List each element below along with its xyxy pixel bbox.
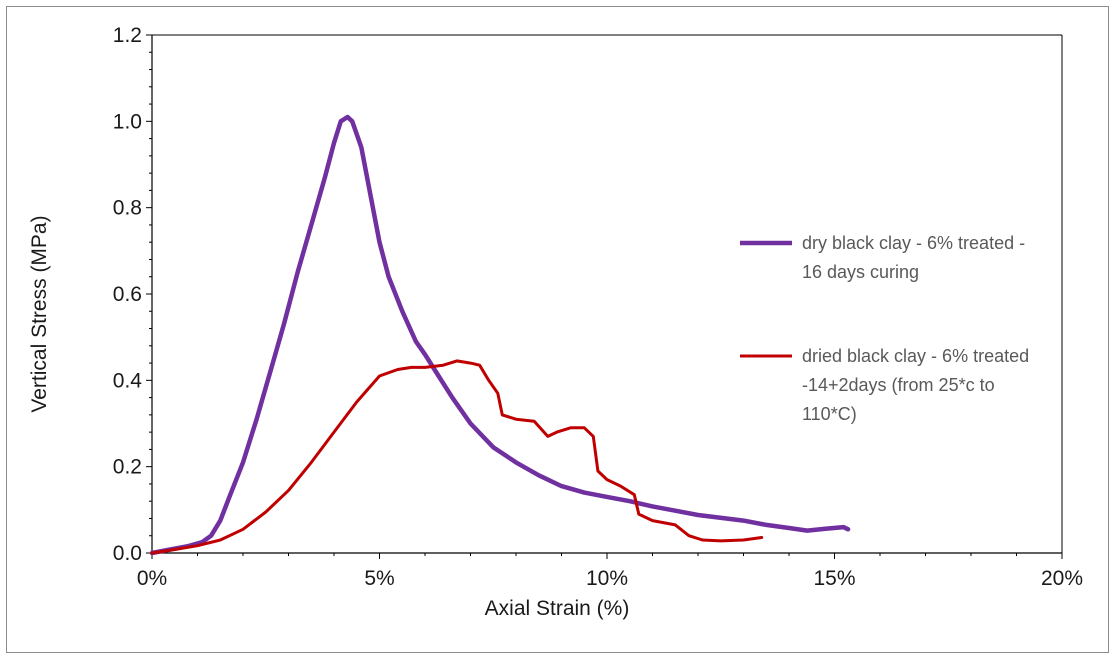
- y-tick-label: 0.8: [113, 197, 142, 220]
- series-line-2: [150, 359, 764, 555]
- x-tick-label: 0%: [137, 567, 167, 590]
- axes: 0.0 0.2 0.4 0.6 0.8 1.0 1.2 0% 5% 10% 15% 20%: [113, 24, 1083, 590]
- legend-label-1: dry black clay - 6% treated -: [802, 233, 1025, 253]
- y-tick-label: 1.2: [113, 24, 142, 47]
- y-axis-title: Vertical Stress (MPa): [28, 215, 51, 412]
- y-tick-label: 0.2: [113, 456, 142, 479]
- legend: dry black clay - 6% treated - 16 days cur…: [740, 233, 1029, 424]
- y-tick-label: 0.6: [113, 283, 142, 306]
- x-tick-label: 5%: [364, 567, 394, 590]
- legend-label-1: 16 days curing: [802, 262, 919, 282]
- x-tick-label: 10%: [586, 567, 628, 590]
- x-tick-label: 15%: [813, 567, 855, 590]
- y-tick-label: 1.0: [113, 110, 142, 133]
- y-tick-label: 0.0: [113, 542, 142, 565]
- y-tick-label: 0.4: [113, 369, 143, 392]
- x-tick-label: 20%: [1041, 567, 1083, 590]
- legend-label-2: -14+2days (from 25*c to: [802, 375, 995, 395]
- series-line-1: [149, 114, 851, 556]
- legend-label-2: dried black clay - 6% treated: [802, 346, 1029, 366]
- series-layer: [149, 114, 851, 556]
- legend-label-2: 110*C): [802, 404, 857, 424]
- x-axis-title: Axial Strain (%): [485, 597, 630, 620]
